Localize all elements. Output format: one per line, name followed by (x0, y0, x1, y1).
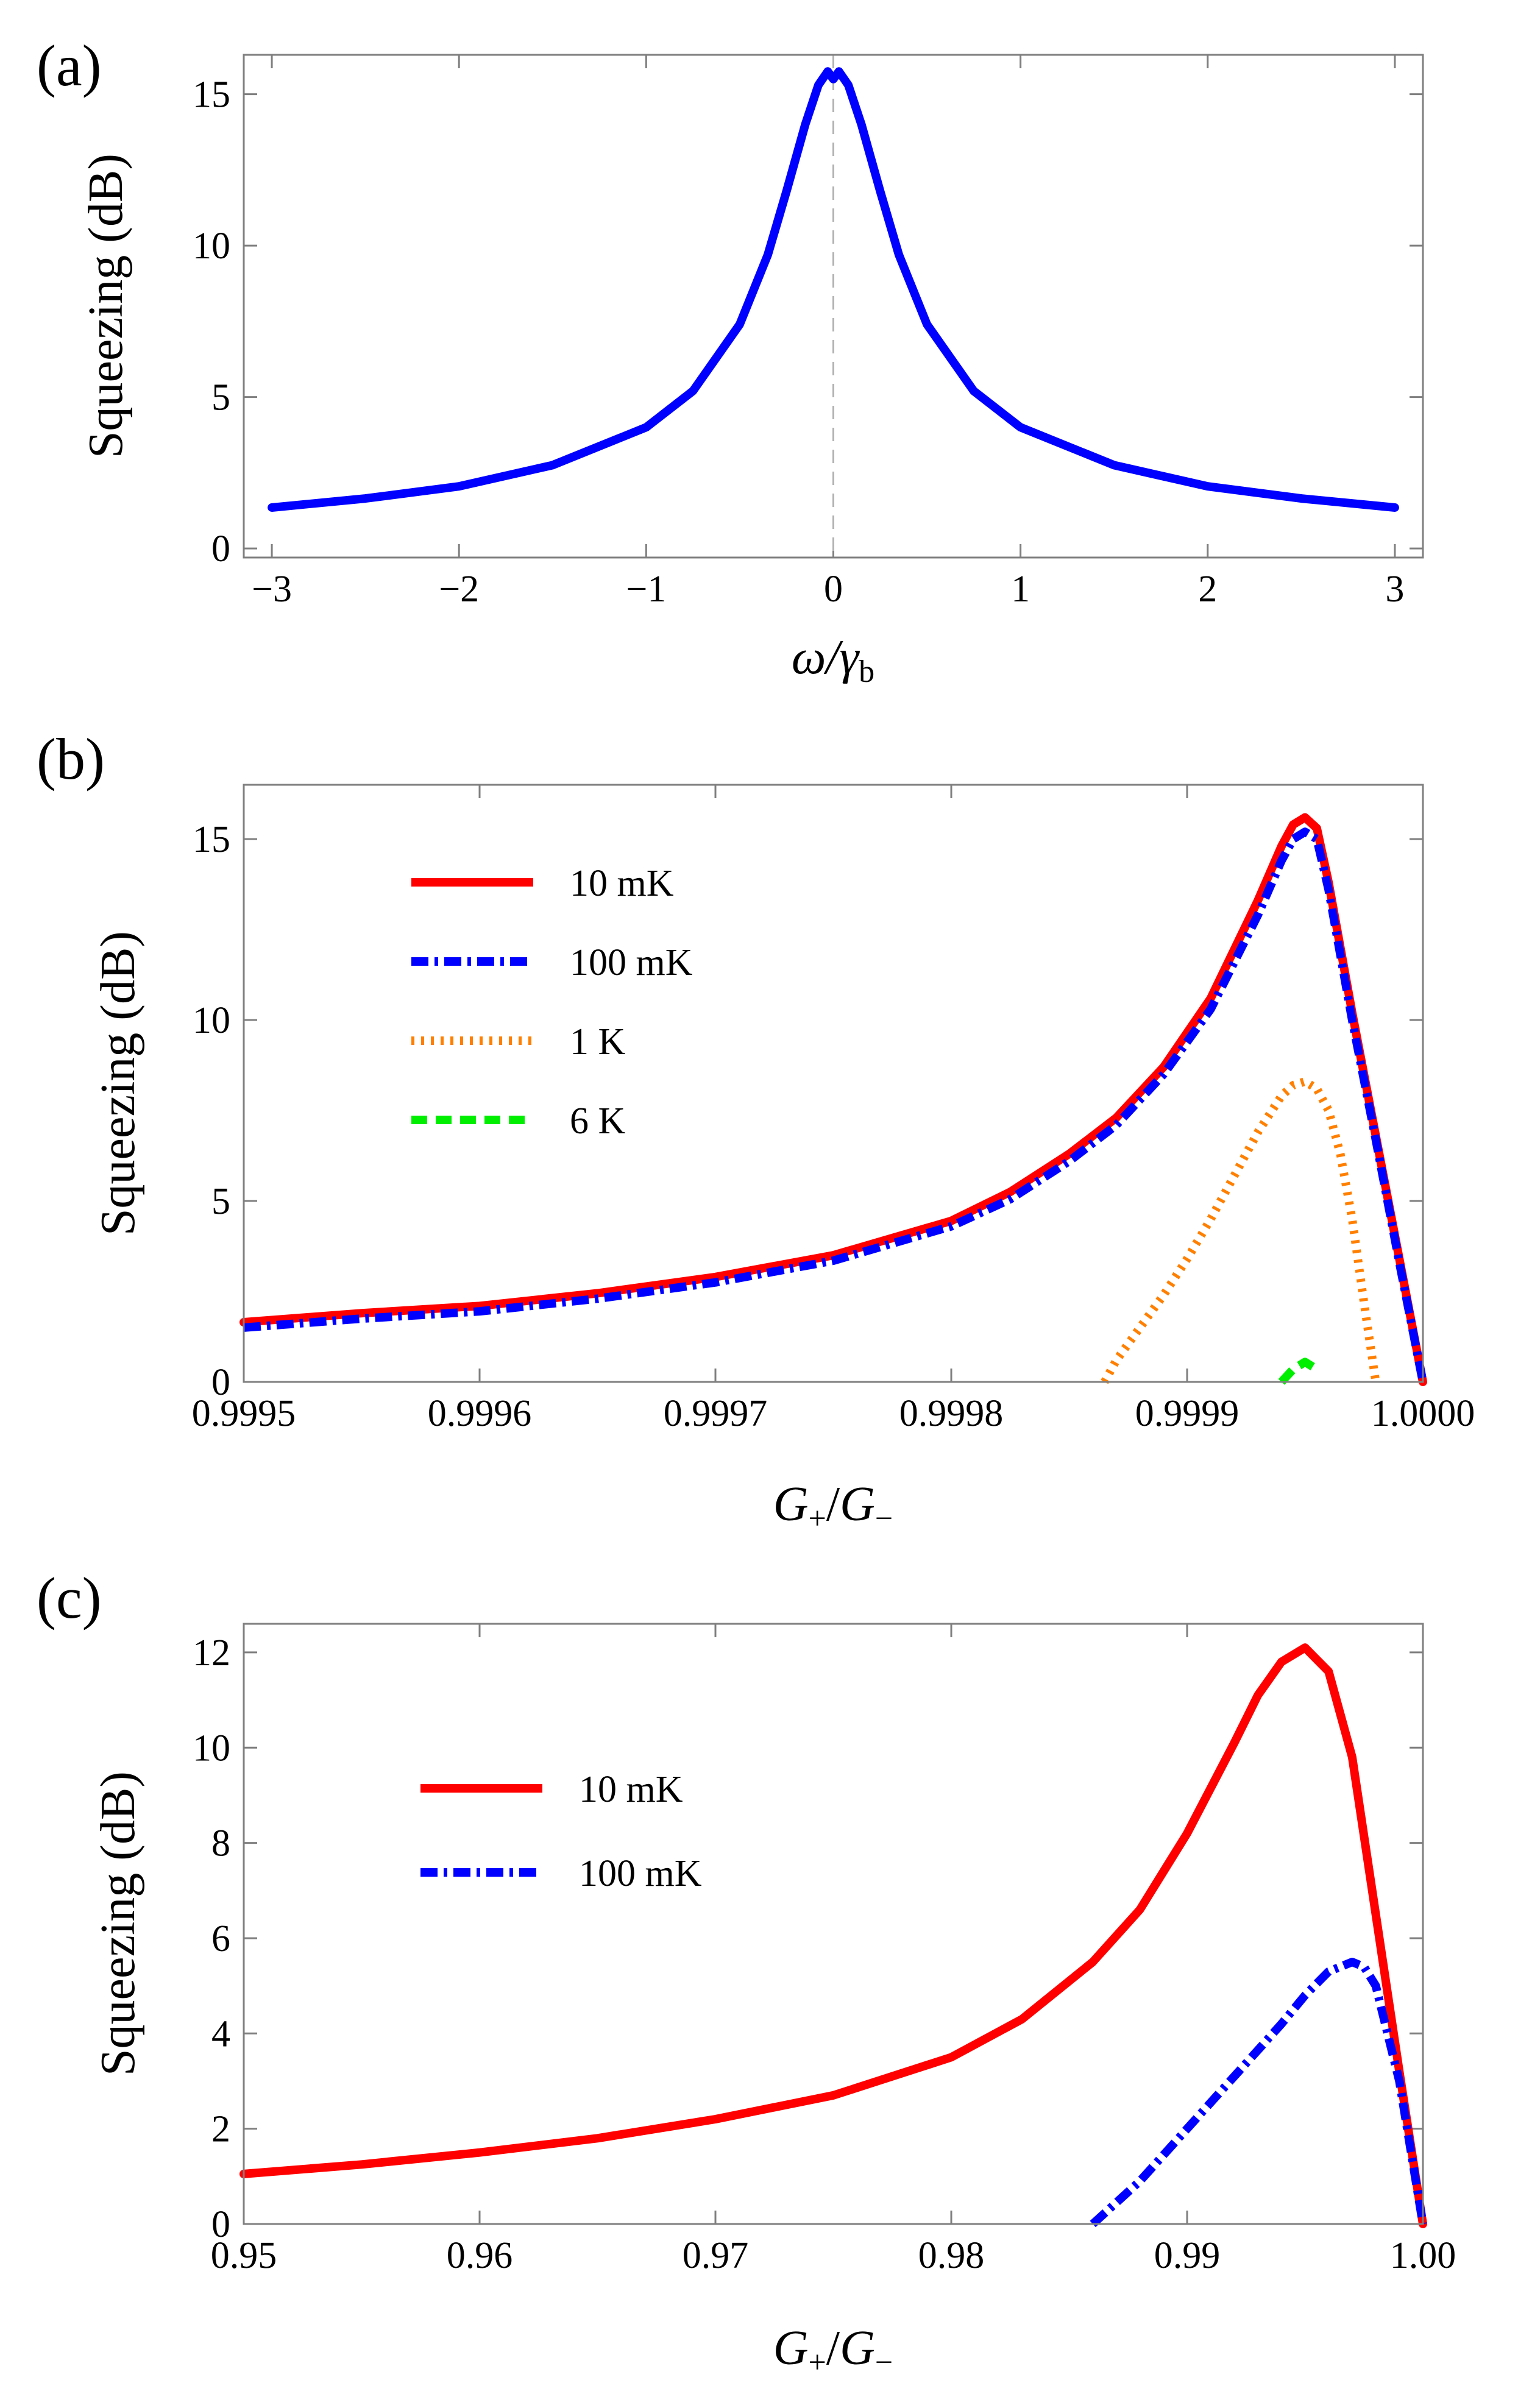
panel-c-legend: 10 mK 100 mK (420, 1769, 702, 1894)
panel-b-x-tick-label: 1.0000 (1371, 1393, 1475, 1434)
panel-c-y-tick-label: 6 (211, 1918, 230, 1960)
panel-a-y-tick-label: 10 (193, 225, 230, 267)
panel-a-x-tick-label: −1 (626, 568, 666, 610)
panel-a-x-tick-label: 2 (1198, 568, 1217, 610)
panel-c-y-tick-label: 4 (211, 2013, 230, 2055)
panel-b-legend: 10 mK 100 mK 1 K 6 K (411, 863, 693, 1142)
panel-b-series-1 (243, 827, 1427, 1383)
panel-c-x-tick-label: 1.00 (1390, 2235, 1456, 2276)
panel-a-y-tick-label: 5 (211, 377, 230, 419)
panel-b-x-tick-label: 0.9997 (664, 1393, 768, 1434)
panel-a-series-0 (268, 67, 1399, 512)
panel-b-y-axis-label: Squeezing (dB) (91, 931, 145, 1236)
panel-c-x-axis-label: G+/G− (773, 2321, 893, 2380)
panel-c-series-0 (239, 1643, 1427, 2228)
panel-b-legend-label: 100 mK (570, 942, 693, 983)
panel-c: (c) 0.95 0.96 0.97 0.98 0.99 1.00 0 2 4 6 8 10 12 10… (37, 1565, 1456, 2380)
panel-b-label: (b) (37, 726, 105, 791)
panel-c-ticks: 0.95 0.96 0.97 0.98 0.99 1.00 0 2 4 6 8 10 12 (193, 1624, 1456, 2276)
panel-a-frame (243, 54, 1424, 559)
panel-a-x-axis-label: ω/γb (792, 631, 874, 689)
panel-b-y-tick-label: 15 (193, 819, 230, 860)
panel-c-x-tick-label: 0.95 (211, 2235, 277, 2276)
panel-a-plot-area (268, 55, 1399, 558)
panel-c-y-tick-label: 0 (211, 2204, 230, 2245)
panel-c-x-tick-label: 0.97 (683, 2235, 749, 2276)
panel-c-y-axis-label: Squeezing (dB) (91, 1771, 145, 2076)
panel-a-x-tick-label: −3 (252, 568, 292, 610)
panel-b-x-tick-label: 0.9996 (428, 1393, 532, 1434)
panel-a-y-tick-label: 0 (211, 528, 230, 570)
panel-a-x-tick-label: 1 (1011, 568, 1030, 610)
panel-a-x-axis-label-sub: b (859, 654, 874, 689)
panel-a-x-axis-label-main: ω/γ (792, 631, 860, 684)
panel-c-legend-label: 100 mK (579, 1853, 702, 1894)
panel-c-legend-label: 10 mK (579, 1769, 683, 1810)
panel-c-label: (c) (37, 1565, 102, 1631)
panel-b-legend-label: 6 K (570, 1100, 626, 1142)
panel-a-x-tick-label: −2 (439, 568, 479, 610)
panel-c-x-tick-label: 0.96 (447, 2235, 513, 2276)
panel-b-x-tick-label: 0.9999 (1135, 1393, 1240, 1434)
panel-c-y-tick-label: 2 (211, 2109, 230, 2150)
panel-b-series-3 (1278, 1358, 1319, 1385)
panel-b-legend-label: 1 K (570, 1021, 626, 1063)
panel-a-y-axis-label: Squeezing (dB) (79, 154, 133, 458)
panel-b-x-tick-label: 0.9995 (192, 1393, 296, 1434)
panel-b: (b) 0.9995 0.9996 0.9997 0.9998 0.9999 1.0000… (37, 726, 1475, 1536)
panel-c-y-tick-label: 8 (211, 1823, 230, 1864)
panel-b-y-tick-label: 0 (211, 1362, 230, 1403)
panel-a-x-tick-label: 0 (824, 568, 843, 610)
panel-a-label: (a) (37, 33, 102, 98)
panel-b-ticks: 0.9995 0.9996 0.9997 0.9998 0.9999 1.0000 0 5 10… (192, 785, 1475, 1434)
panel-b-legend-label: 10 mK (570, 863, 674, 904)
panel-b-y-tick-label: 10 (193, 1000, 230, 1041)
panel-c-y-tick-label: 10 (193, 1727, 230, 1769)
panel-b-y-tick-label: 5 (211, 1181, 230, 1222)
panel-c-x-tick-label: 0.98 (918, 2235, 985, 2276)
panel-b-plot-area (239, 813, 1427, 1386)
panel-a-x-tick-label: 3 (1385, 568, 1404, 610)
panel-b-series-2 (1101, 1077, 1380, 1384)
panel-c-plot-area (239, 1643, 1427, 2228)
panel-b-x-axis-label: G+/G− (773, 1478, 893, 1536)
panel-c-frame (243, 1623, 1424, 2225)
panel-a: (a) −3 −2 −1 0 1 2 3 0 5 10 15 Squeezing (dB) ω/γb (37, 33, 1424, 689)
panel-b-x-tick-label: 0.9998 (899, 1393, 1004, 1434)
panel-c-y-tick-label: 12 (193, 1632, 230, 1674)
panel-b-frame (243, 784, 1424, 1383)
panel-c-series-1 (1090, 1958, 1427, 2228)
panel-a-y-tick-label: 15 (193, 74, 230, 116)
panel-c-x-tick-label: 0.99 (1154, 2235, 1221, 2276)
